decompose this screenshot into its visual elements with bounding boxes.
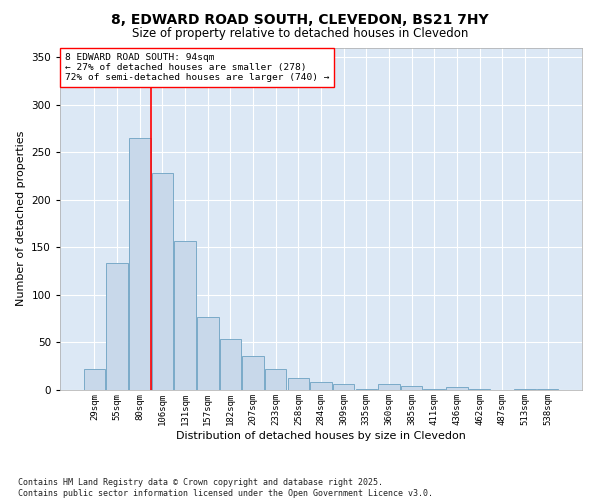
Bar: [129, 138, 151, 390]
Bar: [401, 386, 422, 390]
Bar: [310, 382, 332, 390]
Bar: [378, 384, 400, 390]
Bar: [152, 173, 173, 390]
Bar: [220, 338, 241, 390]
Bar: [424, 389, 445, 390]
Bar: [265, 369, 286, 390]
Text: Contains HM Land Registry data © Crown copyright and database right 2025.
Contai: Contains HM Land Registry data © Crown c…: [18, 478, 433, 498]
Text: 8, EDWARD ROAD SOUTH, CLEVEDON, BS21 7HY: 8, EDWARD ROAD SOUTH, CLEVEDON, BS21 7HY: [111, 12, 489, 26]
Text: Size of property relative to detached houses in Clevedon: Size of property relative to detached ho…: [132, 28, 468, 40]
Bar: [84, 369, 105, 390]
Bar: [287, 378, 309, 390]
Y-axis label: Number of detached properties: Number of detached properties: [16, 131, 26, 306]
X-axis label: Distribution of detached houses by size in Clevedon: Distribution of detached houses by size …: [176, 430, 466, 440]
Bar: [537, 389, 558, 390]
Bar: [197, 316, 218, 390]
Bar: [446, 387, 467, 390]
Bar: [106, 262, 128, 390]
Bar: [514, 389, 536, 390]
Bar: [242, 356, 264, 390]
Text: 8 EDWARD ROAD SOUTH: 94sqm
← 27% of detached houses are smaller (278)
72% of sem: 8 EDWARD ROAD SOUTH: 94sqm ← 27% of deta…: [65, 52, 330, 82]
Bar: [356, 389, 377, 390]
Bar: [175, 240, 196, 390]
Bar: [333, 384, 355, 390]
Bar: [469, 389, 490, 390]
